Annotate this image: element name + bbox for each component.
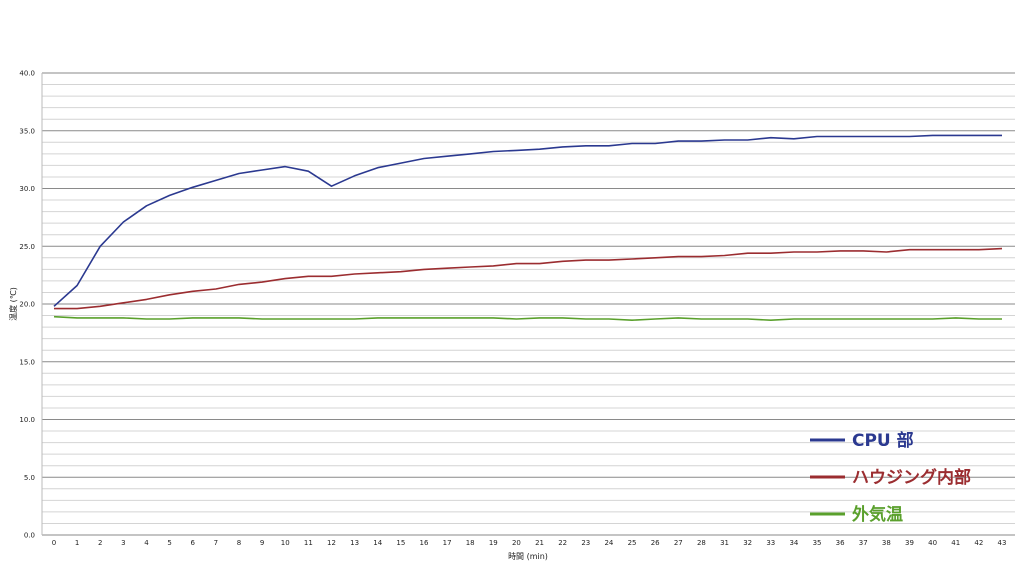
series-line-1 <box>54 247 1003 310</box>
x-tick-label: 37 <box>859 539 868 547</box>
x-tick-label: 7 <box>214 539 218 547</box>
y-tick-label: 30.0 <box>19 185 35 193</box>
x-tick-label: 28 <box>697 539 706 547</box>
y-axis-label: 温度 (℃) <box>8 287 18 321</box>
x-tick-label: 4 <box>144 539 149 547</box>
series-lines <box>53 134 1003 322</box>
legend-label: CPU 部 <box>852 430 914 451</box>
x-tick-label: 40 <box>928 539 937 547</box>
x-tick-label: 36 <box>836 539 845 547</box>
x-tick-label: 33 <box>766 539 775 547</box>
x-tick-labels: 0 1 2 3 4 5 6 7 8 9 10 11 12 13 14 15 16 17 18 19 20 21 22 23 24… <box>52 539 1007 547</box>
x-tick-label: 43 <box>998 539 1007 547</box>
x-tick-label: 22 <box>558 539 567 547</box>
x-tick-label: 17 <box>443 539 452 547</box>
y-tick-label: 25.0 <box>19 243 35 251</box>
x-tick-label: 39 <box>905 539 914 547</box>
x-tick-label: 21 <box>535 539 544 547</box>
y-tick-label: 35.0 <box>19 127 35 135</box>
gridlines <box>41 72 1015 536</box>
x-tick-label: 6 <box>190 539 195 547</box>
x-tick-label: 0 <box>52 539 56 547</box>
x-tick-label: 19 <box>489 539 498 547</box>
x-tick-label: 32 <box>743 539 752 547</box>
x-tick-label: 10 <box>281 539 290 547</box>
y-tick-label: 20.0 <box>19 301 35 309</box>
x-axis-label: 時間 (min) <box>508 552 548 561</box>
y-tick-labels: 0.0 5.0 10.0 15.0 20.0 25.0 30.0 35.0 40.0 <box>19 70 35 540</box>
x-tick-label: 1 <box>75 539 79 547</box>
x-tick-label: 11 <box>304 539 313 547</box>
x-tick-label: 5 <box>167 539 171 547</box>
y-tick-label: 0.0 <box>24 532 35 540</box>
x-tick-label: 15 <box>396 539 405 547</box>
x-tick-label: 42 <box>974 539 983 547</box>
x-tick-label: 3 <box>121 539 125 547</box>
y-tick-label: 10.0 <box>19 416 35 424</box>
x-tick-label: 16 <box>419 539 428 547</box>
x-tick-label: 14 <box>373 539 382 547</box>
x-tick-label: 26 <box>651 539 660 547</box>
x-tick-label: 35 <box>813 539 822 547</box>
legend-label: ハウジング内部 <box>852 467 971 488</box>
x-tick-label: 25 <box>628 539 637 547</box>
x-tick-label: 12 <box>327 539 336 547</box>
x-tick-label: 24 <box>604 539 613 547</box>
x-tick-label: 31 <box>720 539 729 547</box>
x-tick-label: 8 <box>237 539 241 547</box>
y-tick-label: 15.0 <box>19 358 35 366</box>
x-tick-label: 13 <box>350 539 359 547</box>
x-tick-label: 20 <box>512 539 521 547</box>
x-tick-label: 9 <box>260 539 264 547</box>
y-tick-label: 40.0 <box>19 70 35 78</box>
x-tick-label: 34 <box>789 539 798 547</box>
x-tick-label: 2 <box>98 539 102 547</box>
x-tick-label: 38 <box>882 539 891 547</box>
series-line-0 <box>53 134 1002 307</box>
x-tick-label: 41 <box>951 539 960 547</box>
x-tick-label: 18 <box>466 539 475 547</box>
series-line-2 <box>53 315 1002 322</box>
y-tick-label: 5.0 <box>24 474 35 482</box>
x-tick-label: 27 <box>674 539 683 547</box>
legend-label: 外気温 <box>852 504 903 525</box>
x-tick-label: 23 <box>581 539 590 547</box>
